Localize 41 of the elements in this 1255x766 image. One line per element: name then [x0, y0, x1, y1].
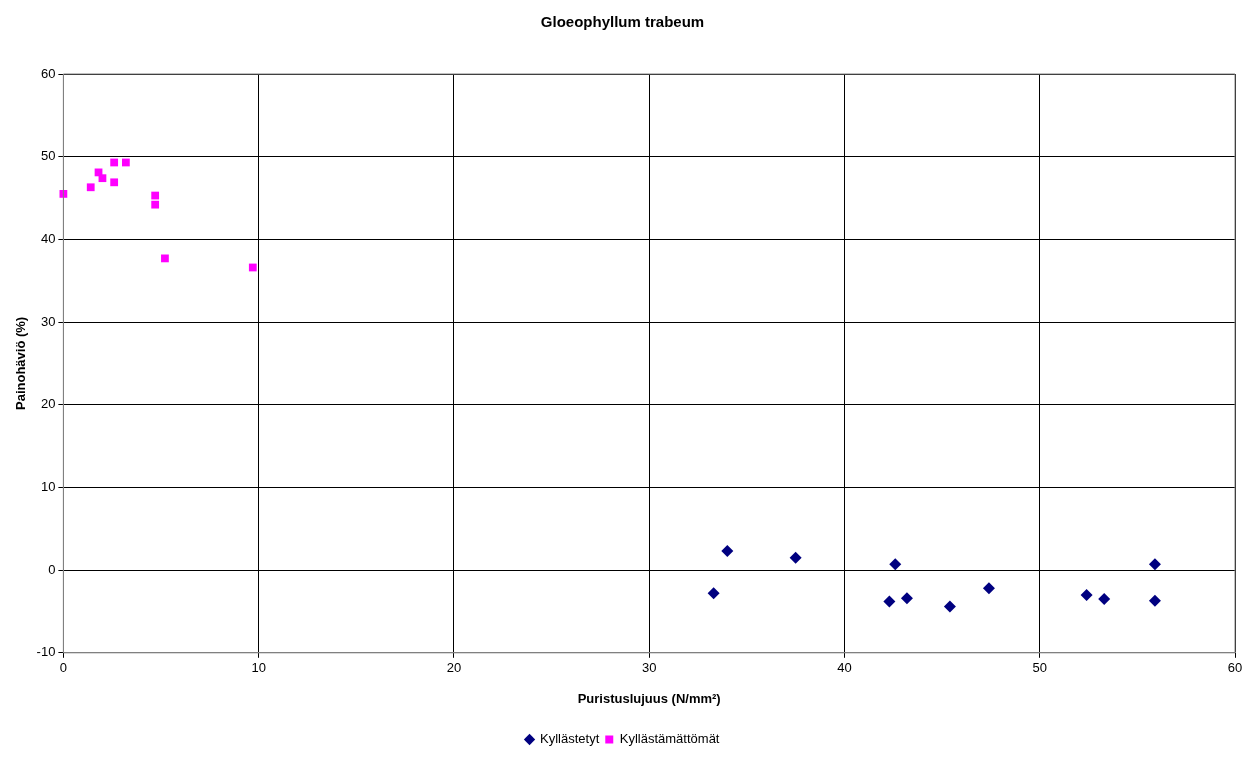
point: [1080, 588, 1093, 601]
point: [1148, 558, 1161, 571]
point: [121, 158, 130, 167]
legend-label: Kyllästämättömät: [619, 731, 720, 747]
y-tick-label: 40: [40, 230, 56, 246]
point: [889, 558, 902, 571]
point: [151, 200, 160, 209]
x-axis-title: Puristuslujuus (N/mm²): [577, 690, 721, 706]
point: [1148, 594, 1161, 607]
chart-title: Gloeophyllum trabeum: [540, 13, 705, 31]
y-tick-label: -10: [36, 644, 56, 660]
y-axis-title: Painohäviö (%): [13, 316, 29, 410]
y-tick-label: 20: [40, 396, 56, 412]
point: [707, 587, 720, 600]
point: [110, 178, 119, 187]
x-tick-label: 40: [837, 660, 852, 676]
x-tick-label: 50: [1032, 660, 1047, 676]
point: [110, 158, 119, 167]
point: [248, 263, 257, 272]
point: [883, 595, 896, 608]
x-tick-label: 20: [446, 660, 462, 676]
y-tick-label: 0: [48, 561, 56, 577]
legend-label: Kyllästetyt: [540, 731, 600, 747]
x-tick-label: 30: [641, 660, 657, 676]
point: [943, 600, 956, 613]
point: [98, 174, 107, 183]
y-tick-label: 10: [40, 479, 56, 495]
y-tick-label: 60: [40, 65, 56, 81]
x-tick-label: 0: [59, 660, 68, 676]
point: [151, 191, 160, 200]
x-tick-label: 60: [1227, 660, 1243, 676]
point: [721, 545, 734, 558]
x-tick-label: 10: [251, 660, 266, 676]
point: [161, 254, 169, 263]
y-tick-label: 50: [40, 148, 56, 164]
point: [900, 592, 913, 605]
point: [86, 183, 95, 192]
point: [982, 582, 995, 595]
point: [1098, 593, 1111, 606]
point: [789, 551, 802, 564]
y-tick-label: 30: [40, 313, 56, 329]
